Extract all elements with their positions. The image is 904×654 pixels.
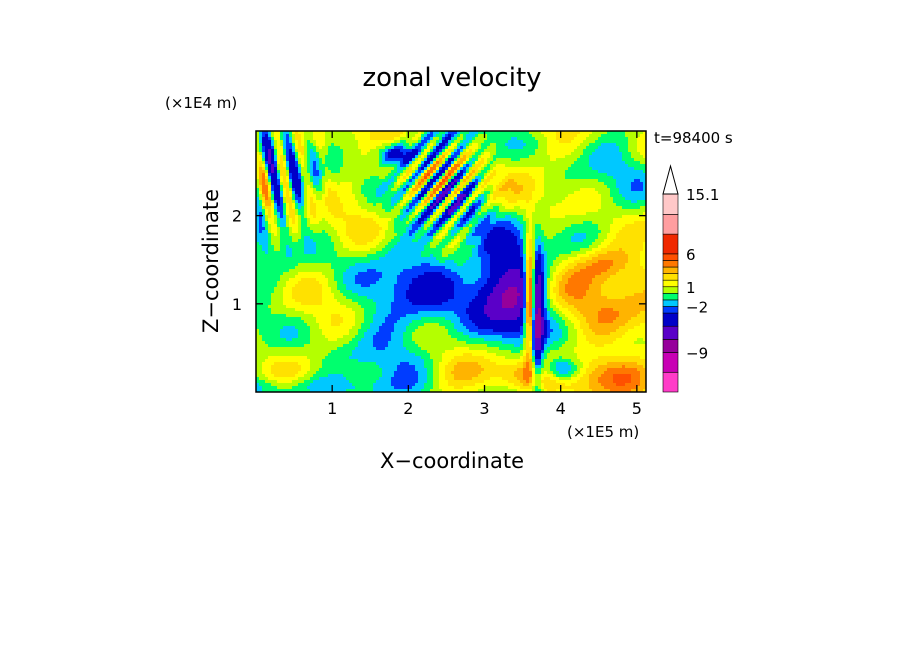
colorbar-segment [662,325,679,340]
colorbar-label: −2 [686,298,708,316]
y-axis-label: Z−coordinate [199,189,223,333]
colorbar-label: −9 [686,345,708,363]
chart-title: zonal velocity [362,63,541,93]
plot-area [255,130,647,393]
colorbar-extend-arrow [662,164,679,195]
colorbar-label: 15.1 [686,186,719,204]
velocity-field [256,131,646,392]
x-tick-label: 5 [632,399,642,418]
x-unit-label: (×1E5 m) [567,423,639,441]
y-unit-label: (×1E4 m) [165,94,237,112]
y-axis: 12 [232,207,646,314]
x-tick-label: 4 [556,399,566,418]
plot-frame [255,130,647,393]
x-tick-label: 3 [479,399,489,418]
colorbar-segment [662,286,679,294]
colorbar-segment [662,293,679,301]
y-tick-label: 1 [232,295,242,314]
colorbar-segment [662,253,679,261]
colorbar-segment [662,273,679,281]
colorbar-segment [662,339,679,353]
time-label: t=98400 s [654,129,733,147]
colorbar-segment [662,279,679,288]
colorbar-segment [662,306,679,314]
colorbar-segment [662,193,679,215]
colorbar-segment [662,371,679,393]
colorbar-segment [662,299,679,307]
y-tick-label: 2 [232,207,242,226]
x-axis-label: X−coordinate [380,449,524,473]
colorbar-label: 6 [686,246,696,264]
colorbar-label: 1 [686,279,696,297]
colorbar-segment [662,233,679,255]
colorbar-segment [662,266,679,274]
colorbar-segment [662,214,679,235]
colorbar: 15.1 6 1−2 −9 [662,164,719,393]
colorbar-segment [662,312,679,327]
colorbar-segment [662,352,679,373]
x-tick-label: 1 [327,399,337,418]
x-tick-label: 2 [403,399,413,418]
colorbar-segment [662,260,679,268]
x-axis: 1 2 3 4 5 [327,131,642,418]
